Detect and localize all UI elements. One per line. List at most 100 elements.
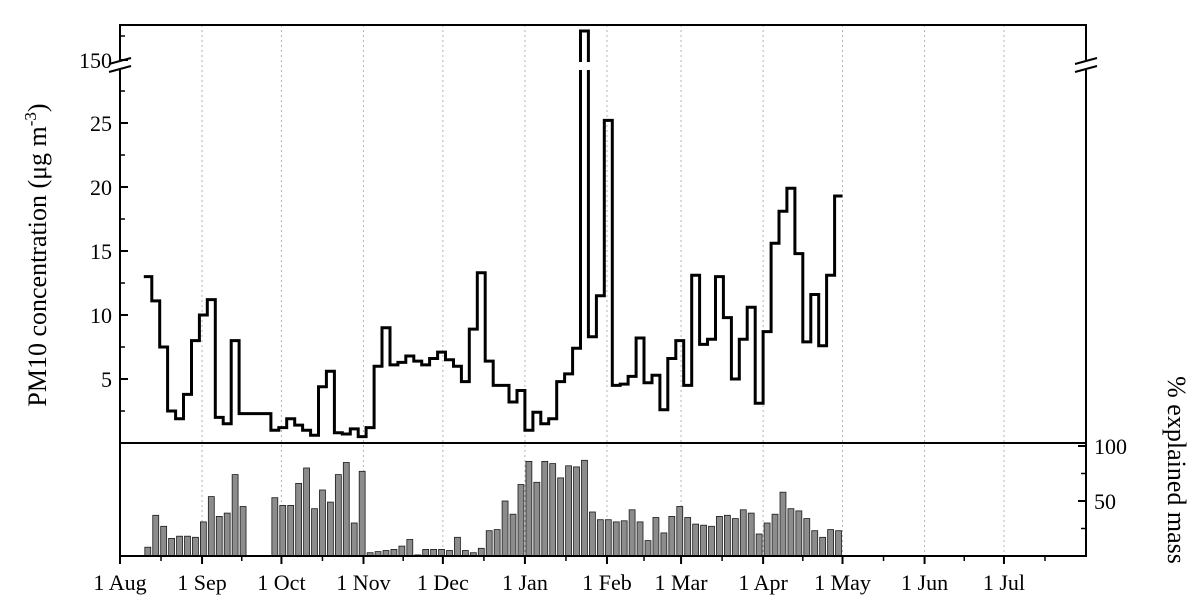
bar-49 bbox=[557, 477, 565, 557]
bar-78 bbox=[787, 508, 795, 557]
bar-75 bbox=[763, 522, 771, 557]
bar-52 bbox=[581, 459, 588, 557]
y-axis-title-close: ) bbox=[23, 103, 52, 112]
break-whiteout-1 bbox=[1076, 61, 1096, 70]
bar-76 bbox=[771, 513, 779, 557]
bar-23 bbox=[350, 522, 358, 557]
bar-1 bbox=[152, 514, 160, 557]
break-mark-a-1 bbox=[1074, 57, 1098, 65]
bar-71 bbox=[731, 518, 739, 557]
bar-70 bbox=[724, 514, 731, 557]
y-tick-label-break: 150 bbox=[79, 48, 112, 73]
y2-tick-label-100: 100 bbox=[1094, 434, 1127, 459]
bar-12 bbox=[239, 506, 247, 557]
bar-16 bbox=[295, 482, 303, 557]
bar-21 bbox=[334, 474, 342, 557]
bar-3 bbox=[168, 538, 175, 557]
y-axis-title-superscript: -3 bbox=[21, 112, 40, 126]
y-tick-label-5: 5 bbox=[101, 367, 112, 392]
bar-58 bbox=[628, 509, 636, 557]
bar-14 bbox=[279, 504, 287, 557]
bar-68 bbox=[708, 525, 715, 557]
bar-15 bbox=[287, 504, 295, 557]
bar-42 bbox=[501, 500, 509, 557]
bar-80 bbox=[803, 518, 811, 557]
bar-11 bbox=[231, 474, 239, 557]
x-tick-label-11: 1 Jul bbox=[983, 570, 1025, 595]
y-tick-label-10: 10 bbox=[90, 303, 112, 328]
tick-labels: 5 10 15 20 25 150 50 100 1 Aug 1 Sep 1 Oct 1 Nov 1 D… bbox=[79, 48, 1127, 595]
explained-mass-bars bbox=[144, 459, 842, 557]
bar-65 bbox=[684, 517, 692, 557]
bar-77 bbox=[779, 491, 787, 557]
pm10-step-line-0 bbox=[143, 29, 843, 439]
x-tick-label-8: 1 Apr bbox=[738, 570, 788, 595]
y-axis-title-pm10: PM10 concentration (μg m-3) bbox=[21, 103, 52, 406]
x-tick-label-9: 1 May bbox=[814, 570, 871, 595]
bar-6 bbox=[192, 536, 199, 557]
bar-44 bbox=[517, 484, 525, 557]
bar-39 bbox=[477, 547, 485, 557]
bar-22 bbox=[342, 462, 350, 557]
bar-48 bbox=[549, 463, 557, 557]
bar-24 bbox=[358, 470, 366, 557]
bar-79 bbox=[795, 510, 803, 557]
bar-74 bbox=[755, 533, 763, 557]
bar-53 bbox=[589, 511, 596, 557]
bar-81 bbox=[811, 530, 819, 557]
y-tick-label-25: 25 bbox=[90, 111, 112, 136]
bar-64 bbox=[676, 506, 684, 557]
break-mark-b-1 bbox=[1074, 65, 1098, 73]
y-axis-title-explained-mass: % explained mass bbox=[1162, 376, 1191, 564]
bar-56 bbox=[612, 521, 620, 557]
bar-51 bbox=[573, 466, 580, 557]
bar-4 bbox=[176, 535, 183, 557]
break-gap-spike bbox=[577, 62, 592, 70]
x-tick-label-7: 1 Mar bbox=[654, 570, 708, 595]
x-tick-label-5: 1 Jan bbox=[502, 570, 548, 595]
break-whiteout-0 bbox=[110, 61, 130, 70]
bar-41 bbox=[493, 529, 501, 557]
break-mark-b-0 bbox=[108, 65, 132, 73]
bar-36 bbox=[454, 536, 461, 557]
bar-19 bbox=[319, 489, 326, 557]
bar-20 bbox=[327, 501, 334, 557]
bar-59 bbox=[636, 521, 644, 557]
x-tick-label-1: 1 Sep bbox=[177, 570, 227, 595]
x-tick-label-10: 1 Jun bbox=[901, 570, 948, 595]
bar-8 bbox=[207, 496, 215, 557]
bar-46 bbox=[533, 481, 541, 557]
bar-83 bbox=[827, 529, 834, 557]
bar-30 bbox=[406, 539, 414, 557]
y2-tick-label-50: 50 bbox=[1094, 489, 1116, 514]
bar-72 bbox=[739, 509, 747, 557]
bar-50 bbox=[565, 465, 572, 557]
bar-60 bbox=[644, 540, 652, 557]
bar-0 bbox=[144, 546, 152, 557]
bar-13 bbox=[271, 497, 279, 557]
y-axis-title-main: PM10 concentration (μg m bbox=[23, 126, 52, 406]
bar-5 bbox=[184, 535, 191, 557]
bar-29 bbox=[398, 545, 406, 557]
bar-73 bbox=[747, 512, 755, 557]
plot-frame bbox=[119, 24, 1087, 557]
x-tick-label-2: 1 Oct bbox=[257, 570, 305, 595]
pm10-line-series bbox=[143, 29, 843, 439]
bar-66 bbox=[692, 523, 700, 557]
bar-17 bbox=[303, 467, 310, 557]
bar-67 bbox=[700, 524, 707, 557]
bar-63 bbox=[668, 516, 676, 557]
bar-82 bbox=[819, 536, 827, 557]
bar-55 bbox=[604, 519, 612, 557]
bar-69 bbox=[716, 516, 723, 557]
x-tick-label-4: 1 Dec bbox=[417, 570, 469, 595]
bar-61 bbox=[652, 517, 660, 557]
bar-47 bbox=[541, 460, 549, 557]
bar-2 bbox=[160, 525, 168, 557]
bar-40 bbox=[485, 530, 493, 557]
bar-84 bbox=[835, 530, 842, 557]
bar-45 bbox=[525, 460, 533, 557]
x-tick-label-3: 1 Nov bbox=[336, 570, 390, 595]
x-tick-label-6: 1 Feb bbox=[582, 570, 632, 595]
bar-57 bbox=[620, 520, 628, 557]
